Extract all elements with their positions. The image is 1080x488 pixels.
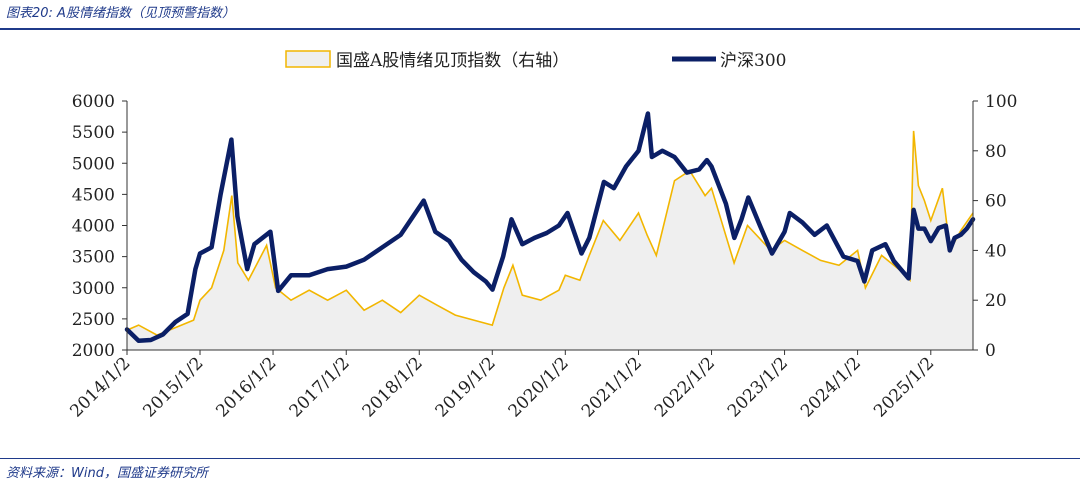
x-tick-label: 2023/1/2	[724, 353, 792, 421]
top-rule	[0, 28, 1080, 30]
y-left-tick-label: 4500	[72, 185, 115, 205]
x-tick-label: 2016/1/2	[212, 353, 280, 421]
legend-label-index: 沪深300	[720, 51, 786, 71]
y-left-tick-label: 3000	[72, 279, 115, 299]
y-left-tick-label: 4000	[72, 217, 115, 237]
y-left-tick-label: 5000	[72, 154, 115, 174]
x-tick-label: 2024/1/2	[797, 353, 865, 421]
chart-legend: 国盛A股情绪见顶指数（右轴） 沪深300	[285, 50, 786, 71]
y-left-tick-label: 2500	[72, 310, 115, 330]
y-left-tick-label: 3500	[72, 248, 115, 268]
x-tick-label: 2014/1/2	[66, 353, 134, 421]
y-right-tick-label: 100	[985, 92, 1017, 112]
x-tick-label: 2018/1/2	[359, 353, 427, 421]
y-left-tick-label: 6000	[72, 92, 115, 112]
y-left-tick-label: 2000	[72, 341, 115, 361]
y-right-tick-label: 60	[985, 192, 1007, 212]
sentiment-line	[126, 130, 974, 336]
x-tick-label: 2019/1/2	[432, 353, 500, 421]
y-right-tick-label: 20	[985, 291, 1007, 311]
source-note: 资料来源：Wind，国盛证券研究所	[6, 466, 208, 481]
axes: 2000 2500 3000 3500 4000 4500 5000 5500 6000 0 20 4…	[66, 92, 1017, 422]
x-tick-label: 2021/1/2	[578, 353, 646, 421]
hs300-line	[124, 111, 976, 343]
y-right-tick-label: 80	[985, 142, 1007, 162]
x-tick-label: 2025/1/2	[870, 353, 938, 421]
bottom-rule	[0, 458, 1080, 459]
x-tick-label: 2017/1/2	[286, 353, 354, 421]
figure-title: 图表20: A股情绪指数（见顶预警指数）	[6, 6, 235, 21]
plot-area	[124, 111, 976, 350]
x-tick-label: 2015/1/2	[139, 353, 207, 421]
y-right-tick-label: 40	[985, 241, 1007, 261]
sentiment-area	[127, 130, 973, 350]
y-right-tick-label: 0	[985, 341, 996, 361]
legend-swatch-sentiment	[285, 50, 331, 68]
y-left-tick-label: 5500	[72, 123, 115, 143]
x-tick-label: 2020/1/2	[505, 353, 573, 421]
legend-label-sentiment: 国盛A股情绪见顶指数（右轴）	[336, 51, 569, 71]
x-tick-label: 2022/1/2	[651, 353, 719, 421]
